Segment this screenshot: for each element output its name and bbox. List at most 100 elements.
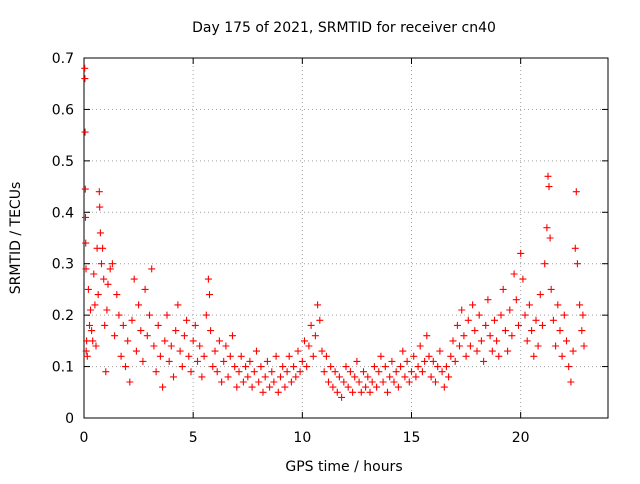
data-point [427, 373, 435, 381]
data-point [207, 327, 215, 335]
x-axis-label: GPS time / hours [285, 459, 402, 475]
data-point [102, 368, 110, 376]
data-point [451, 357, 459, 365]
data-point [342, 363, 350, 371]
data-point [558, 352, 566, 360]
data-point [423, 332, 431, 340]
data-point [98, 260, 105, 268]
data-point [408, 368, 415, 376]
data-point [316, 316, 324, 324]
data-point [386, 373, 394, 381]
data-point [344, 383, 352, 391]
data-point [412, 373, 420, 381]
data-point [338, 393, 346, 401]
data-point [285, 352, 293, 360]
y-tick-label: 0.2 [52, 308, 74, 324]
data-point [272, 352, 280, 360]
data-point [322, 352, 330, 360]
data-point [95, 188, 103, 196]
data-point [375, 368, 383, 376]
data-point [183, 316, 191, 324]
data-point [81, 64, 89, 72]
data-point [475, 311, 483, 319]
data-point [429, 357, 437, 365]
data-point [438, 368, 446, 376]
data-point [536, 291, 544, 299]
data-point [209, 363, 217, 371]
y-tick-label: 0.4 [52, 205, 74, 221]
data-point [83, 337, 91, 345]
data-point [187, 368, 195, 376]
data-point [497, 311, 505, 319]
data-point [178, 363, 186, 371]
data-point [578, 327, 586, 335]
data-point [340, 378, 348, 386]
data-point [521, 311, 529, 319]
data-point [126, 378, 134, 386]
data-point [543, 224, 551, 232]
data-point [231, 363, 239, 371]
data-point [357, 388, 365, 396]
data-point [493, 337, 501, 345]
y-tick-label: 0.6 [52, 102, 74, 118]
data-point [303, 363, 311, 371]
data-point [257, 363, 265, 371]
data-point [388, 357, 396, 365]
data-point [130, 275, 138, 283]
y-tick-label: 0.1 [52, 360, 74, 376]
data-point [90, 270, 98, 278]
data-point [567, 378, 575, 386]
data-point [414, 363, 422, 371]
data-point [148, 265, 156, 273]
data-point [368, 378, 376, 386]
data-point [460, 332, 468, 340]
data-point [259, 388, 267, 396]
data-point [405, 378, 413, 386]
data-point [108, 260, 116, 268]
data-point [135, 301, 143, 309]
data-point [501, 327, 509, 335]
data-point [86, 321, 93, 329]
data-point [517, 249, 525, 257]
data-point [512, 296, 520, 304]
data-point [218, 378, 226, 386]
data-point [447, 352, 455, 360]
data-point [113, 291, 121, 299]
data-point [128, 316, 136, 324]
data-point [141, 285, 149, 293]
data-point [99, 244, 107, 252]
data-point [132, 347, 140, 355]
data-point [418, 368, 426, 376]
data-point [81, 75, 89, 83]
data-point [101, 321, 109, 329]
x-tick-label: 15 [403, 430, 421, 446]
x-tick-label: 0 [80, 430, 89, 446]
data-point [222, 342, 230, 350]
data-point [174, 301, 182, 309]
data-point [248, 383, 256, 391]
data-point [213, 368, 221, 376]
data-point [377, 352, 385, 360]
data-point [473, 347, 481, 355]
chart-title: Day 175 of 2021, SRMTID for receiver cn4… [192, 20, 496, 36]
y-tick-label: 0.3 [52, 257, 74, 273]
data-point [532, 316, 540, 324]
data-point [571, 244, 579, 252]
data-point [89, 337, 97, 345]
data-point [381, 363, 389, 371]
data-point [122, 363, 129, 371]
data-point [440, 383, 448, 391]
data-point [495, 352, 503, 360]
data-point [266, 383, 274, 391]
data-point [87, 306, 94, 314]
data-point [453, 321, 461, 329]
data-point [421, 357, 429, 365]
data-point [471, 327, 479, 335]
data-point [281, 383, 289, 391]
data-point [515, 321, 522, 329]
data-point [318, 347, 326, 355]
data-point [325, 378, 332, 386]
data-point [296, 368, 304, 376]
data-point [491, 316, 498, 324]
data-point [137, 327, 145, 335]
